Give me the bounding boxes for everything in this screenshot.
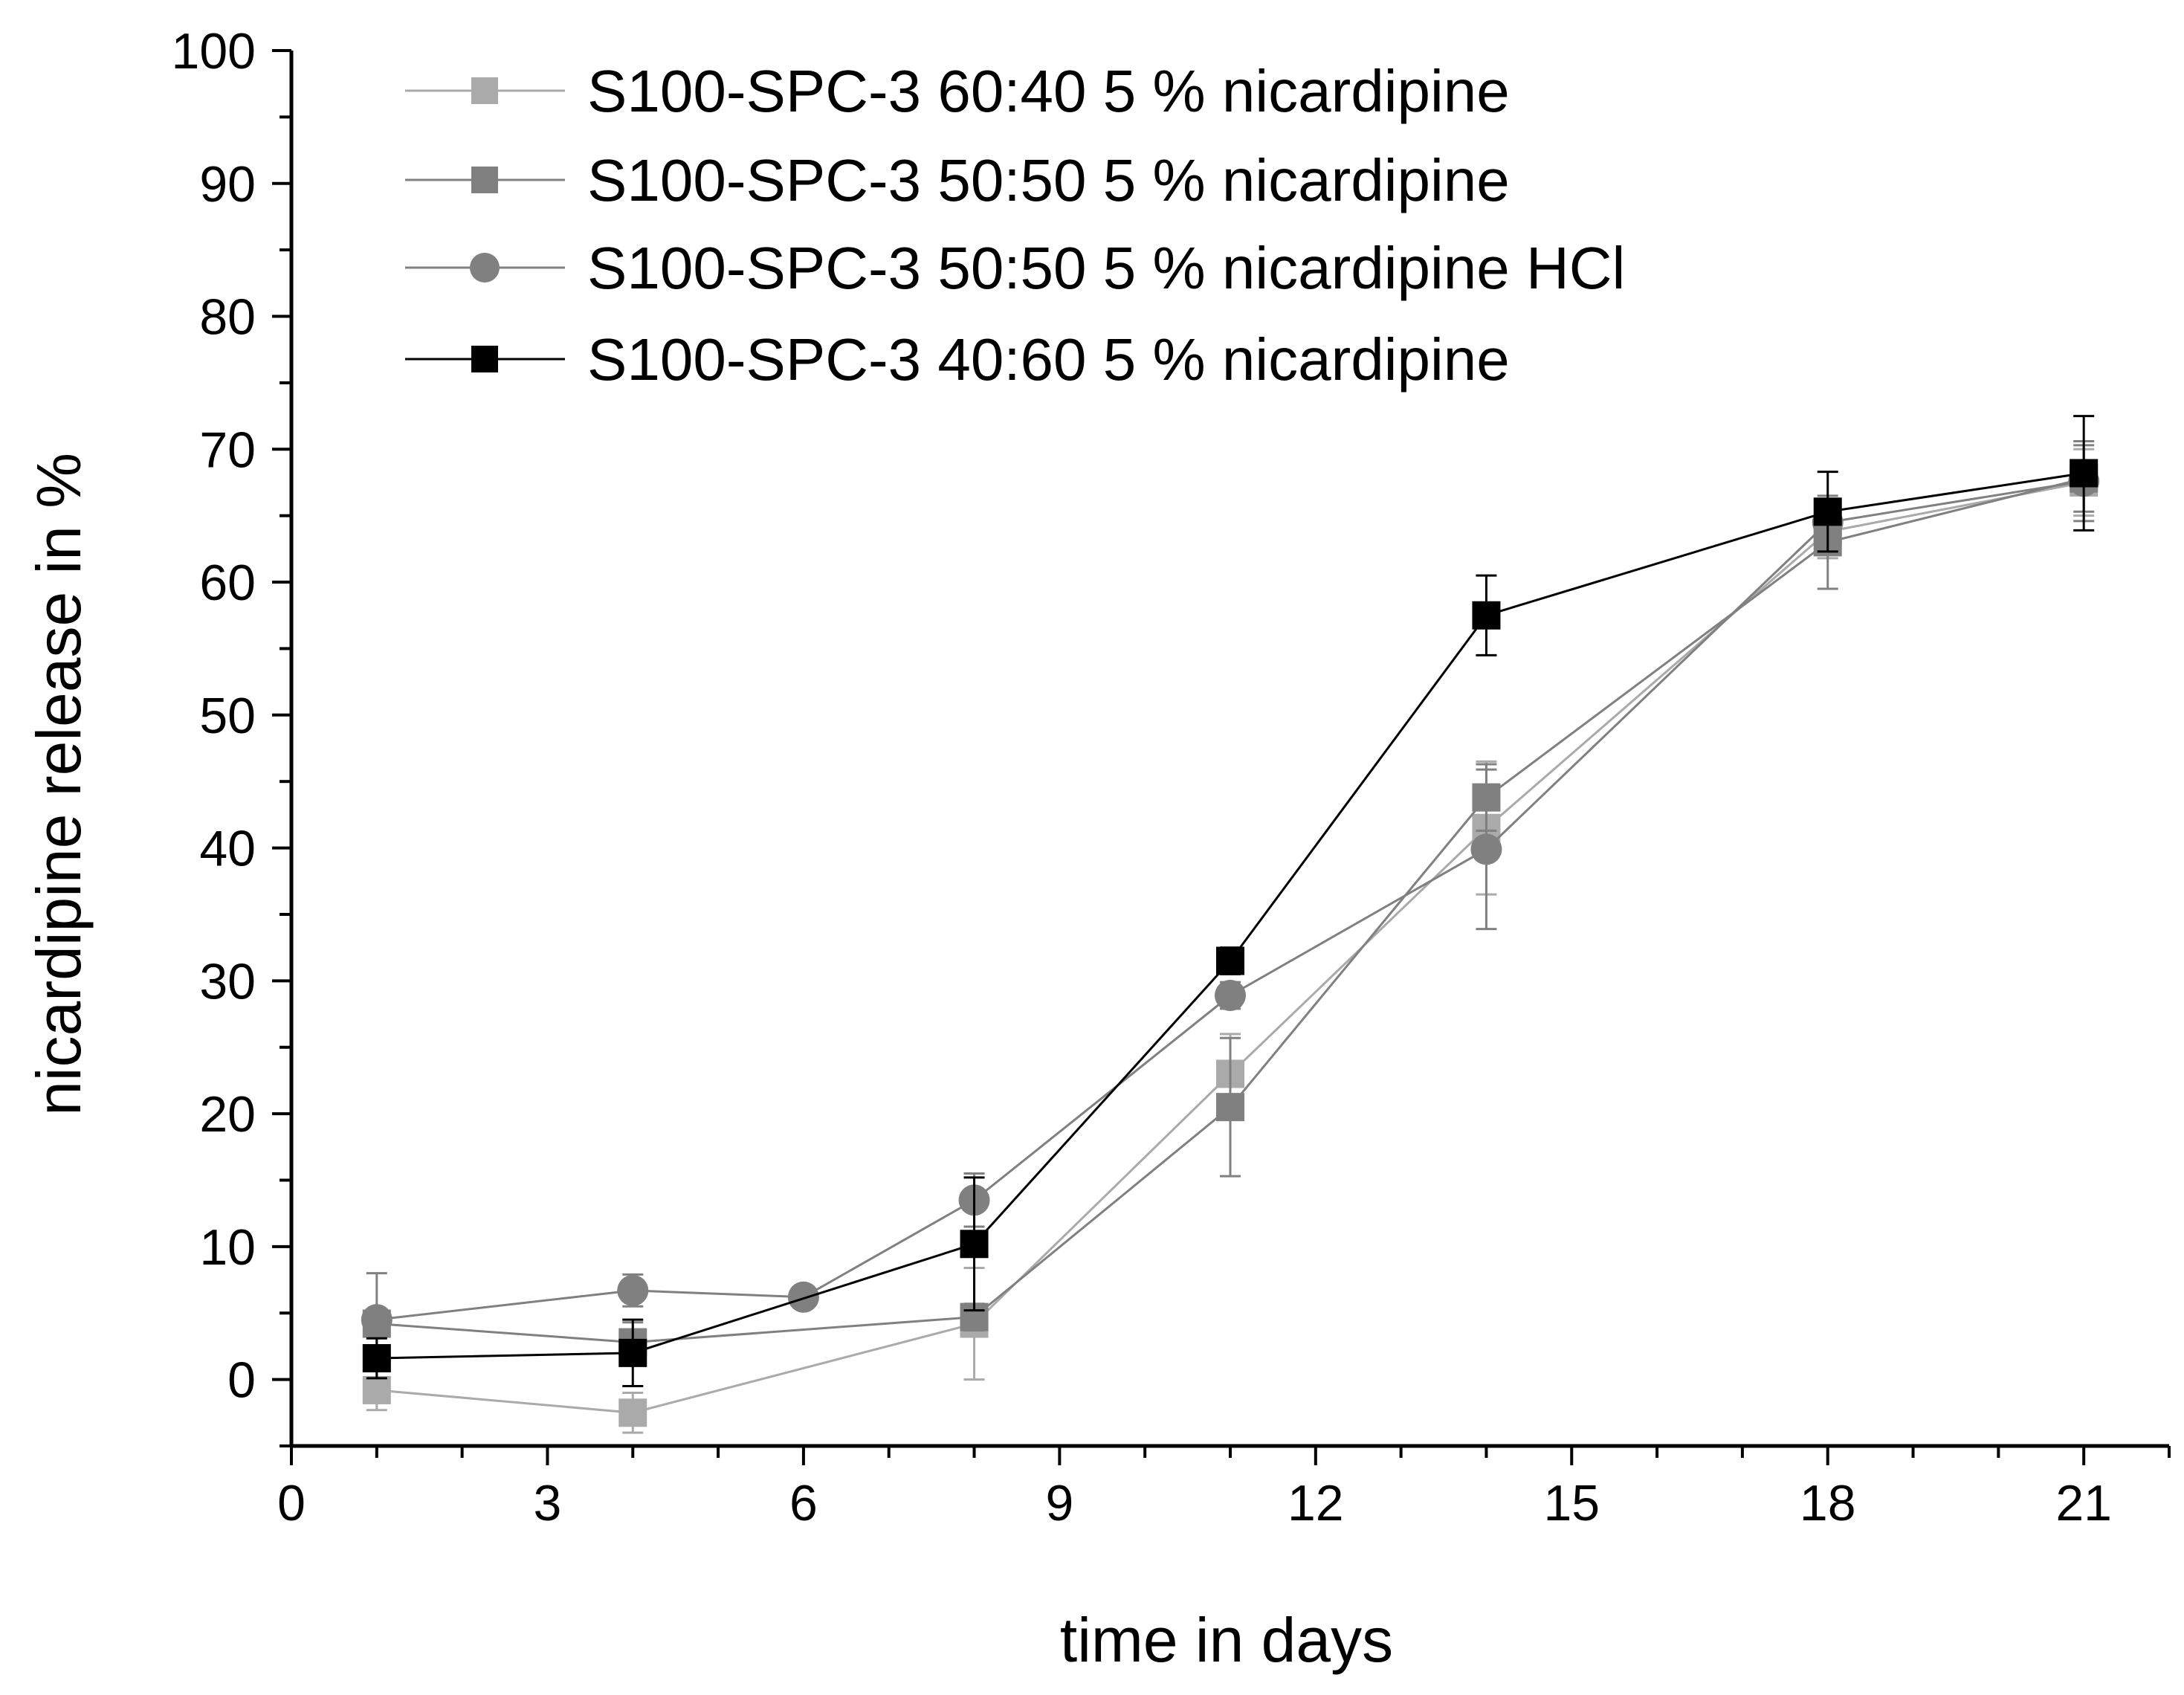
legend-marker <box>471 167 498 193</box>
x-axis-title: time in days <box>1060 1605 1393 1675</box>
y-tick-label: 80 <box>199 289 256 346</box>
legend-item: S100-SPC-3 40:60 5 % nicardipine <box>405 326 1510 393</box>
legend-marker <box>470 253 500 282</box>
y-tick-label: 90 <box>199 156 256 213</box>
x-tick-label: 15 <box>1543 1475 1600 1531</box>
legend-item: S100-SPC-3 60:40 5 % nicardipine <box>405 58 1510 124</box>
data-point <box>1813 497 1842 526</box>
plot-area <box>361 415 2100 1434</box>
x-tick-label: 9 <box>1045 1475 1073 1531</box>
legend-label: S100-SPC-3 50:50 5 % nicardipine HCl <box>587 235 1625 301</box>
y-tick-label: 70 <box>199 422 256 478</box>
legend-marker <box>471 346 498 372</box>
data-point <box>1216 946 1244 975</box>
y-tick-label: 100 <box>172 23 256 80</box>
data-point <box>362 1344 391 1373</box>
legend-marker <box>471 77 498 104</box>
data-point <box>618 1398 647 1427</box>
data-point <box>361 1304 392 1336</box>
legend-label: S100-SPC-3 50:50 5 % nicardipine <box>587 147 1510 213</box>
data-point <box>787 1281 819 1313</box>
y-tick-label: 0 <box>227 1352 256 1409</box>
x-tick-label: 21 <box>2055 1475 2112 1531</box>
y-tick-label: 30 <box>199 953 256 1010</box>
data-point <box>617 1274 649 1306</box>
x-tick-label: 3 <box>534 1475 562 1531</box>
y-tick-label: 40 <box>199 821 256 877</box>
legend-item: S100-SPC-3 50:50 5 % nicardipine HCl <box>405 235 1625 301</box>
x-tick-label: 18 <box>1800 1475 1856 1531</box>
data-point <box>1216 1093 1244 1122</box>
y-tick-label: 10 <box>199 1219 256 1276</box>
data-point <box>1470 833 1502 865</box>
data-point <box>618 1338 647 1367</box>
series-line <box>376 480 2084 1321</box>
legend-label: S100-SPC-3 40:60 5 % nicardipine <box>587 326 1510 393</box>
data-point <box>1472 601 1501 630</box>
x-tick-label: 6 <box>789 1475 818 1531</box>
y-tick-label: 20 <box>199 1086 256 1143</box>
x-tick-label: 0 <box>277 1475 306 1531</box>
series-4 <box>362 415 2099 1388</box>
x-tick-label: 12 <box>1288 1475 1344 1531</box>
y-tick-label: 60 <box>199 555 256 611</box>
data-point <box>960 1230 989 1259</box>
y-tick-label: 50 <box>199 688 256 744</box>
axes: 0 3 6 9 12 15 18 21 0 10 20 30 40 50 60 70 80 90 100 <box>172 23 2171 1531</box>
series-line <box>376 471 2084 1360</box>
data-point <box>362 1375 391 1404</box>
y-axis-title: nicardipine release in % <box>24 453 94 1116</box>
data-point <box>2070 459 2099 488</box>
legend-label: S100-SPC-3 60:40 5 % nicardipine <box>587 58 1510 124</box>
series-2 <box>362 444 2099 1363</box>
data-point <box>1215 979 1246 1011</box>
series-line <box>376 477 2084 1344</box>
series-3 <box>361 440 2100 1368</box>
legend: S100-SPC-3 60:40 5 % nicardipine S100-SPC… <box>405 58 1625 393</box>
legend-item: S100-SPC-3 50:50 5 % nicardipine <box>405 147 1510 213</box>
